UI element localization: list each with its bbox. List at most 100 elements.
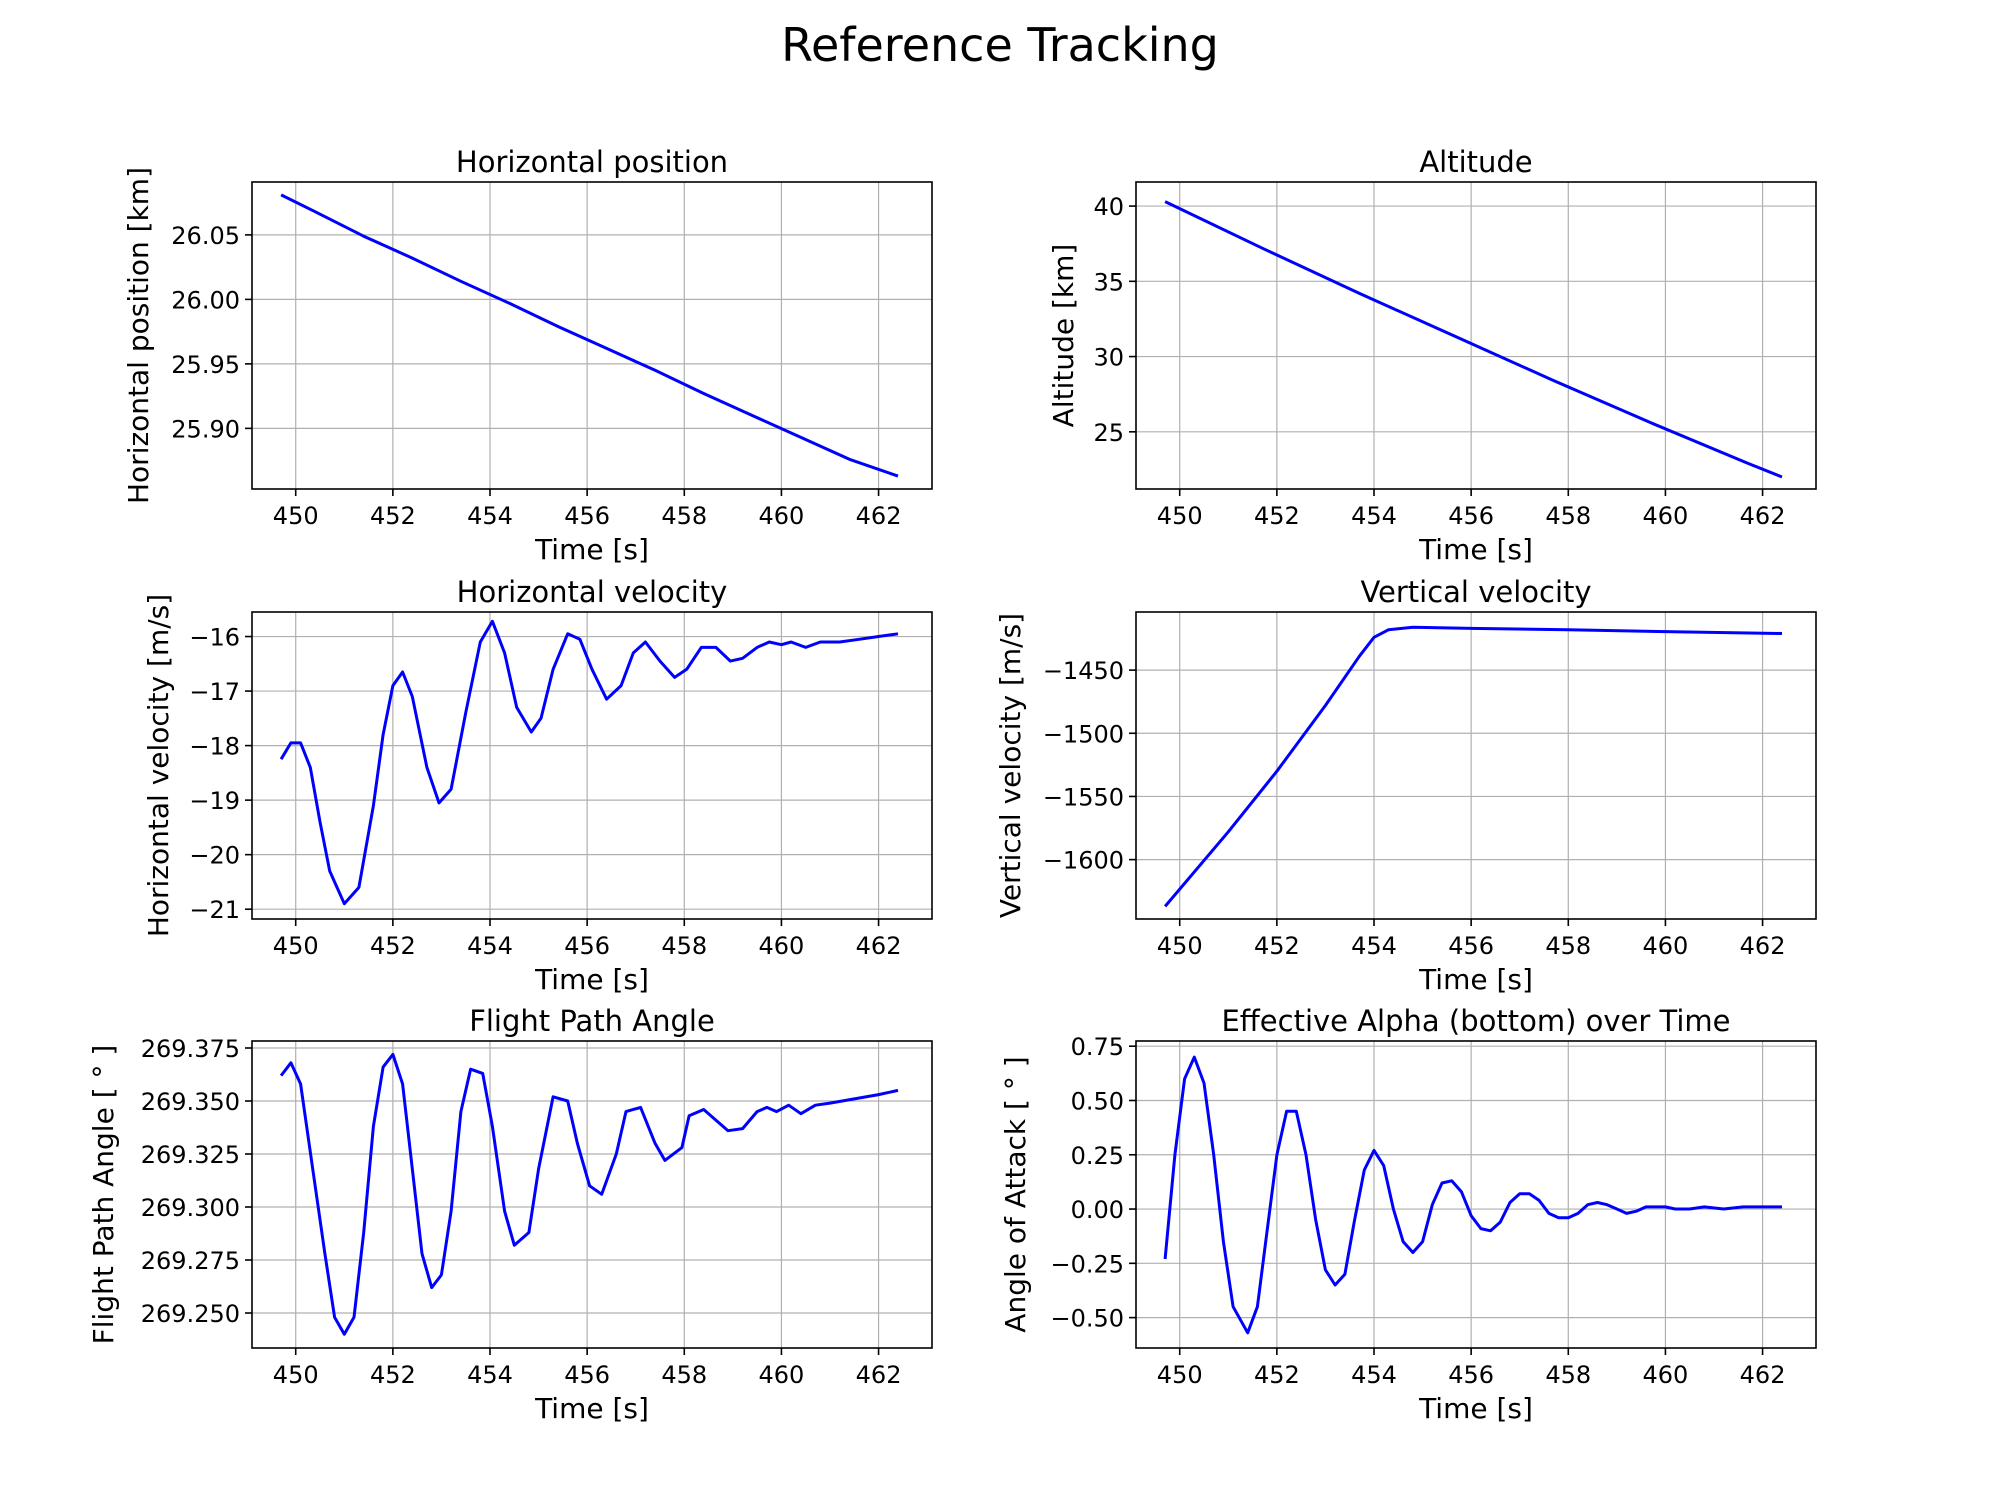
series-line bbox=[280, 193, 899, 478]
x-axis-label: Time [s] bbox=[534, 1392, 649, 1425]
x-tick-label: 452 bbox=[370, 1361, 416, 1389]
x-tick-label: 452 bbox=[1254, 932, 1300, 960]
y-tick-label: 269.275 bbox=[141, 1247, 240, 1275]
y-tick-label: 269.350 bbox=[141, 1088, 240, 1116]
y-axis-label: Altitude [km] bbox=[1047, 244, 1080, 428]
subplot-title: Effective Alpha (bottom) over Time bbox=[1221, 1004, 1730, 1038]
x-tick-label: 462 bbox=[856, 932, 902, 960]
y-tick-label: 40 bbox=[1093, 193, 1124, 221]
y-tick-label: 0.00 bbox=[1071, 1196, 1124, 1224]
y-tick-label: 269.250 bbox=[141, 1300, 240, 1328]
subplot-6: 450 452 454 456 458 460 462 −0.50 −0.25 0.00 0.25 0… bbox=[999, 1004, 1817, 1425]
x-tick-label: 454 bbox=[1351, 1361, 1397, 1389]
x-tick-label: 456 bbox=[1448, 1361, 1494, 1389]
axes-frame bbox=[251, 1040, 933, 1349]
x-tick-label: 462 bbox=[856, 502, 902, 530]
y-tick-label: −1500 bbox=[1043, 720, 1124, 748]
x-tick-label: 462 bbox=[856, 1361, 902, 1389]
x-tick-label: 456 bbox=[564, 502, 610, 530]
subplot-1: 450 452 454 456 458 460 462 25.90 25.95 26.00 26.0… bbox=[122, 145, 933, 566]
x-tick-label: 450 bbox=[273, 502, 319, 530]
y-tick-label: −21 bbox=[189, 896, 240, 924]
axes-frame bbox=[251, 611, 933, 920]
series-line bbox=[279, 619, 899, 906]
y-tick-label: 0.25 bbox=[1071, 1142, 1124, 1170]
x-tick-label: 462 bbox=[1740, 932, 1786, 960]
x-tick-label: 462 bbox=[1740, 502, 1786, 530]
subplot-3: 450 452 454 456 458 460 462 −21 −20 −19 −18 −17 −16 H… bbox=[142, 575, 933, 996]
x-tick-label: 452 bbox=[1254, 502, 1300, 530]
x-tick-label: 462 bbox=[1740, 1361, 1786, 1389]
x-tick-label: 452 bbox=[370, 502, 416, 530]
y-tick-label: 0.50 bbox=[1071, 1087, 1124, 1115]
y-tick-label: −19 bbox=[189, 787, 240, 815]
y-tick-label: 30 bbox=[1093, 344, 1124, 372]
x-tick-label: 454 bbox=[1351, 932, 1397, 960]
y-tick-label: 25 bbox=[1093, 419, 1124, 447]
y-tick-label: −17 bbox=[189, 678, 240, 706]
subplot-title: Horizontal velocity bbox=[457, 575, 728, 609]
y-tick-label: 26.05 bbox=[171, 222, 240, 250]
x-tick-label: 454 bbox=[467, 932, 513, 960]
x-tick-label: 450 bbox=[273, 1361, 319, 1389]
y-tick-label: −16 bbox=[189, 624, 240, 652]
subplot-title: Altitude bbox=[1419, 145, 1532, 179]
axes-frame bbox=[251, 181, 933, 490]
y-tick-label: 35 bbox=[1093, 268, 1124, 296]
y-tick-label: −20 bbox=[189, 842, 240, 870]
y-tick-label: 269.375 bbox=[141, 1035, 240, 1063]
figure-title: Reference Tracking bbox=[781, 18, 1219, 72]
series-line bbox=[1163, 625, 1783, 908]
y-tick-label: 269.325 bbox=[141, 1141, 240, 1169]
x-axis-label: Time [s] bbox=[1418, 1392, 1533, 1425]
x-tick-label: 450 bbox=[1157, 502, 1203, 530]
x-tick-label: 456 bbox=[1448, 932, 1494, 960]
y-tick-label: −1600 bbox=[1043, 847, 1124, 875]
x-axis-label: Time [s] bbox=[1418, 963, 1533, 996]
axes-frame bbox=[1135, 611, 1817, 920]
series-line bbox=[1164, 200, 1783, 479]
x-axis-label: Time [s] bbox=[534, 533, 649, 566]
x-tick-label: 456 bbox=[1448, 502, 1494, 530]
x-tick-label: 450 bbox=[273, 932, 319, 960]
y-tick-label: 25.90 bbox=[171, 415, 240, 443]
axes-frame bbox=[1135, 181, 1817, 490]
y-tick-label: −18 bbox=[189, 733, 240, 761]
subplot-title: Vertical velocity bbox=[1360, 575, 1591, 609]
subplot-5: 450 452 454 456 458 460 462 269.250 269.275 269.3… bbox=[87, 1004, 933, 1425]
x-tick-label: 460 bbox=[1643, 502, 1689, 530]
y-tick-label: −1550 bbox=[1043, 783, 1124, 811]
x-tick-label: 460 bbox=[1643, 932, 1689, 960]
x-tick-label: 458 bbox=[661, 502, 707, 530]
y-tick-label: −0.50 bbox=[1050, 1305, 1124, 1333]
y-tick-label: 269.300 bbox=[141, 1194, 240, 1222]
x-tick-label: 454 bbox=[467, 502, 513, 530]
subplot-title: Horizontal position bbox=[456, 145, 728, 179]
y-axis-label: Flight Path Angle [ ° ] bbox=[87, 1045, 120, 1345]
x-tick-label: 458 bbox=[661, 932, 707, 960]
x-tick-label: 454 bbox=[1351, 502, 1397, 530]
x-tick-label: 450 bbox=[1157, 932, 1203, 960]
x-tick-label: 458 bbox=[1545, 502, 1591, 530]
x-tick-label: 458 bbox=[1545, 1361, 1591, 1389]
x-tick-label: 456 bbox=[564, 932, 610, 960]
subplot-4: 450 452 454 456 458 460 462 −1600 −1550 −1500 −145… bbox=[994, 575, 1817, 996]
y-tick-label: −1450 bbox=[1043, 657, 1124, 685]
x-tick-label: 452 bbox=[1254, 1361, 1300, 1389]
y-axis-label: Horizontal position [km] bbox=[122, 167, 155, 504]
y-axis-label: Angle of Attack [ ° ] bbox=[999, 1056, 1032, 1332]
y-tick-label: 26.00 bbox=[171, 286, 240, 314]
y-axis-label: Horizontal velocity [m/s] bbox=[142, 594, 175, 937]
x-axis-label: Time [s] bbox=[1418, 533, 1533, 566]
x-tick-label: 452 bbox=[370, 932, 416, 960]
y-axis-label: Vertical velocity [m/s] bbox=[994, 613, 1027, 918]
x-tick-label: 458 bbox=[1545, 932, 1591, 960]
x-axis-label: Time [s] bbox=[534, 963, 649, 996]
axes-frame bbox=[1135, 1040, 1817, 1349]
x-tick-label: 454 bbox=[467, 1361, 513, 1389]
series-line bbox=[1163, 1055, 1782, 1335]
x-tick-label: 460 bbox=[759, 502, 805, 530]
y-tick-label: 0.75 bbox=[1071, 1033, 1124, 1061]
